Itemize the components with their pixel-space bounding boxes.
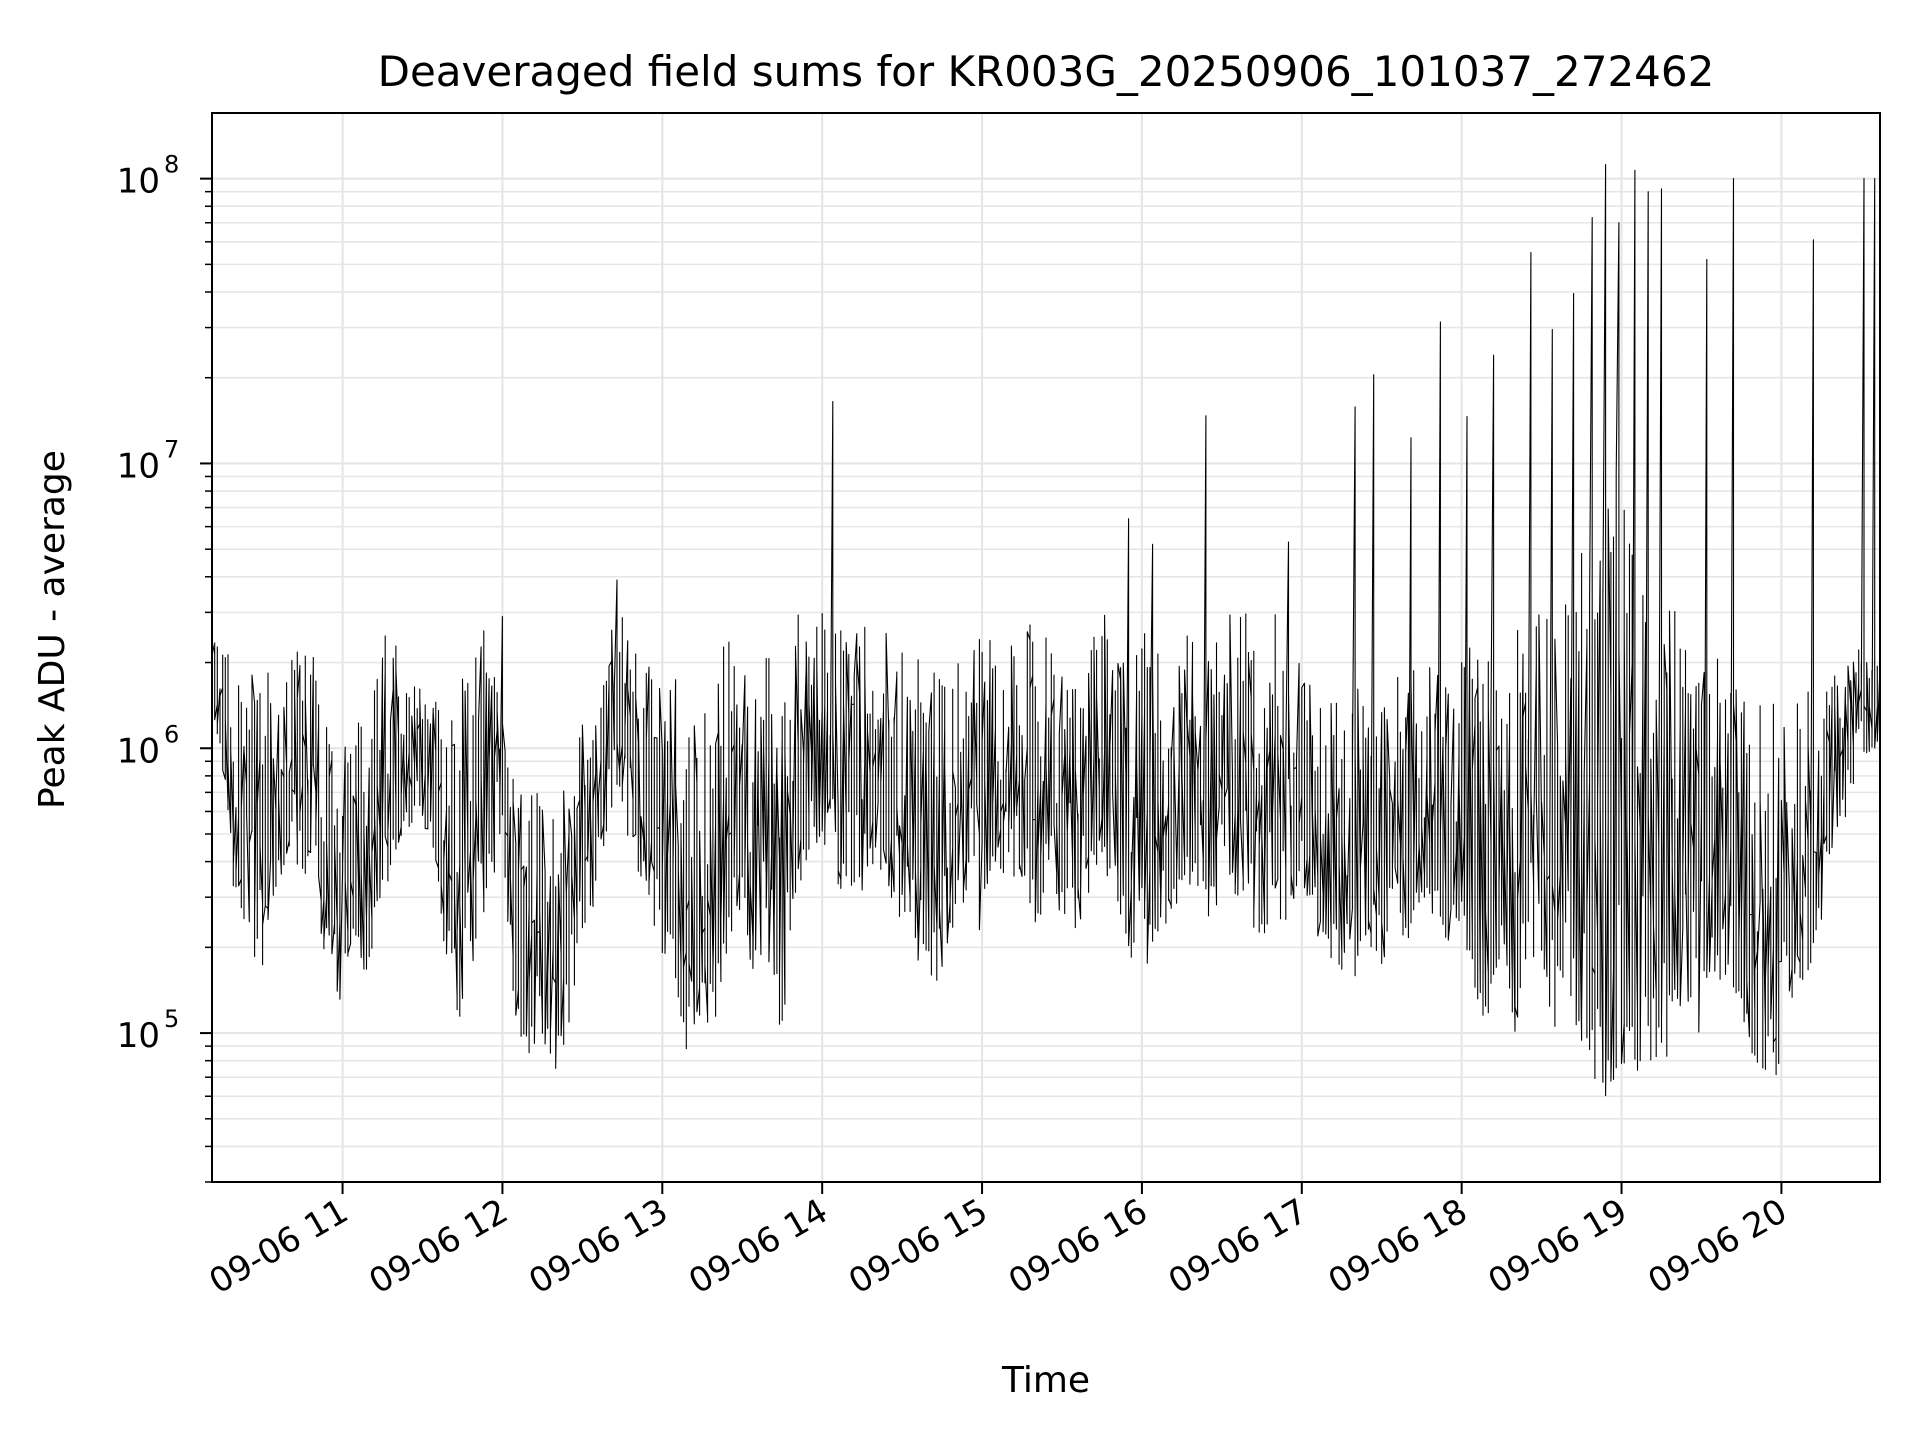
y-tick-exponent: 7 [164,435,179,463]
chart-title: Deaveraged field sums for KR003G_2025090… [378,47,1715,96]
plot-frame [211,112,1881,1183]
y-tick-label: 10 [117,1016,160,1056]
x-axis-label: Time [1001,1360,1090,1401]
y-tick-exponent: 8 [164,151,179,179]
data-line [211,164,1881,1097]
y-axis-label: Peak ADU - average [32,450,73,809]
series-line [211,164,1881,1097]
y-tick-label: 10 [117,446,160,486]
y-tick-exponent: 5 [164,1005,179,1033]
y-tick-label: 10 [117,731,160,771]
y-tick-label: 10 [117,162,160,202]
y-tick-exponent: 6 [164,720,179,748]
